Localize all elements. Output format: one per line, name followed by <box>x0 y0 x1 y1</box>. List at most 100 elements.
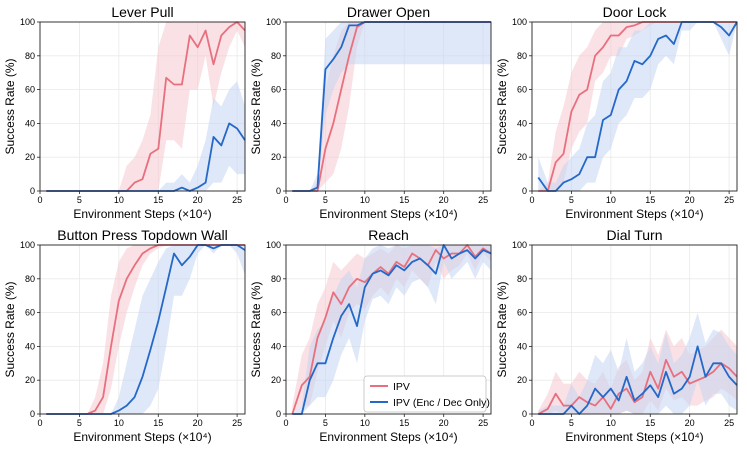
y-tick-label: 0 <box>276 186 281 196</box>
x-tick-label: 10 <box>360 418 370 428</box>
x-tick-label: 25 <box>724 418 734 428</box>
chart-title: Dial Turn <box>606 227 662 243</box>
x-tick-label: 5 <box>569 195 574 205</box>
chart-title: Reach <box>368 227 408 243</box>
x-tick-label: 20 <box>439 195 449 205</box>
y-tick-label: 60 <box>271 308 281 318</box>
x-tick-label: 20 <box>685 195 695 205</box>
x-tick-label: 5 <box>77 418 82 428</box>
axes-frame <box>285 244 492 415</box>
x-tick-label: 10 <box>606 418 616 428</box>
y-tick-label: 40 <box>25 341 35 351</box>
x-tick-label: 0 <box>37 195 42 205</box>
y-tick-label: 100 <box>512 17 527 27</box>
y-tick-label: 100 <box>512 240 527 250</box>
x-axis-label: Environment Steps (×10⁴) <box>319 430 457 444</box>
y-tick-label: 60 <box>517 85 527 95</box>
y-axis-label: Success Rate (%) <box>495 58 509 154</box>
legend-box <box>363 375 487 413</box>
x-tick-label: 20 <box>193 195 203 205</box>
y-tick-label: 100 <box>266 240 281 250</box>
x-tick-label: 5 <box>77 195 82 205</box>
x-tick-label: 0 <box>37 418 42 428</box>
chart-panel: 0 20 40 60 80 100 0 5 10 15 20 25 Door Lock Environme… <box>495 4 738 221</box>
y-tick-label: 20 <box>25 152 35 162</box>
x-tick-label: 20 <box>439 418 449 428</box>
ipv-confidence-band <box>46 22 245 191</box>
chart-title: Door Lock <box>603 4 668 20</box>
x-tick-label: 15 <box>645 418 655 428</box>
x-axis-label: Environment Steps (×10⁴) <box>319 207 457 221</box>
y-axis-label: Success Rate (%) <box>249 58 263 154</box>
x-tick-label: 10 <box>360 195 370 205</box>
enc-confidence-band <box>292 245 491 414</box>
x-tick-label: 0 <box>283 418 288 428</box>
chart-panel: 0 20 40 60 80 100 0 5 10 15 20 25 Button Press Topdo… <box>3 227 246 444</box>
x-tick-label: 0 <box>283 195 288 205</box>
y-tick-label: 60 <box>517 308 527 318</box>
x-tick-label: 15 <box>399 418 409 428</box>
chart-panel: 0 20 40 60 80 100 0 5 10 15 20 25 Lever Pull Environm… <box>3 4 246 221</box>
y-tick-label: 80 <box>517 51 527 61</box>
x-tick-label: 25 <box>478 418 488 428</box>
x-tick-label: 25 <box>724 195 734 205</box>
chart-title: Lever Pull <box>111 4 173 20</box>
axes-frame <box>39 244 246 415</box>
x-tick-label: 5 <box>323 195 328 205</box>
y-tick-label: 40 <box>271 341 281 351</box>
enc-series-line <box>292 244 492 415</box>
y-tick-label: 80 <box>271 274 281 284</box>
x-axis-label: Environment Steps (×10⁴) <box>565 207 703 221</box>
x-tick-label: 25 <box>232 418 242 428</box>
y-tick-label: 40 <box>517 118 527 128</box>
y-tick-label: 0 <box>522 409 527 419</box>
x-tick-label: 10 <box>114 418 124 428</box>
ipv-confidence-band <box>538 22 737 191</box>
x-tick-label: 5 <box>569 418 574 428</box>
y-tick-label: 20 <box>271 375 281 385</box>
enc-series-line <box>538 345 738 415</box>
y-tick-label: 100 <box>20 17 35 27</box>
enc-confidence-band <box>538 22 737 191</box>
chart-title: Drawer Open <box>347 4 430 20</box>
y-tick-label: 20 <box>25 375 35 385</box>
x-tick-label: 25 <box>478 195 488 205</box>
ipv-series-line <box>537 358 738 415</box>
x-tick-label: 10 <box>114 195 124 205</box>
x-tick-label: 15 <box>153 418 163 428</box>
y-tick-label: 40 <box>271 118 281 128</box>
y-tick-label: 20 <box>271 152 281 162</box>
y-tick-label: 20 <box>517 152 527 162</box>
axes-frame <box>285 21 492 192</box>
x-tick-label: 15 <box>645 195 655 205</box>
y-axis-label: Success Rate (%) <box>3 58 17 154</box>
x-tick-label: 0 <box>529 195 534 205</box>
legend-enc-label: IPV (Enc / Dec Only) <box>393 397 490 409</box>
y-tick-label: 20 <box>517 375 527 385</box>
x-tick-label: 15 <box>399 195 409 205</box>
y-tick-label: 40 <box>517 341 527 351</box>
y-tick-label: 80 <box>25 274 35 284</box>
x-tick-label: 15 <box>153 195 163 205</box>
y-axis-label: Success Rate (%) <box>249 281 263 377</box>
x-tick-label: 25 <box>232 195 242 205</box>
y-tick-label: 0 <box>30 186 35 196</box>
x-tick-label: 0 <box>529 418 534 428</box>
y-tick-label: 0 <box>276 409 281 419</box>
axes-frame <box>531 21 738 192</box>
y-axis-label: Success Rate (%) <box>495 281 509 377</box>
x-tick-label: 5 <box>323 418 328 428</box>
chart-panel: 0 20 40 60 80 100 0 5 10 15 20 25 Drawer Open Environ… <box>249 4 492 221</box>
y-axis-label: Success Rate (%) <box>3 281 17 377</box>
y-tick-label: 0 <box>30 409 35 419</box>
x-axis-label: Environment Steps (×10⁴) <box>73 430 211 444</box>
y-tick-label: 80 <box>271 51 281 61</box>
y-tick-label: 80 <box>517 274 527 284</box>
x-tick-label: 20 <box>193 418 203 428</box>
y-tick-label: 80 <box>25 51 35 61</box>
axes-frame <box>39 21 246 192</box>
y-tick-label: 60 <box>25 85 35 95</box>
y-tick-label: 0 <box>522 186 527 196</box>
enc-confidence-band <box>46 245 245 414</box>
